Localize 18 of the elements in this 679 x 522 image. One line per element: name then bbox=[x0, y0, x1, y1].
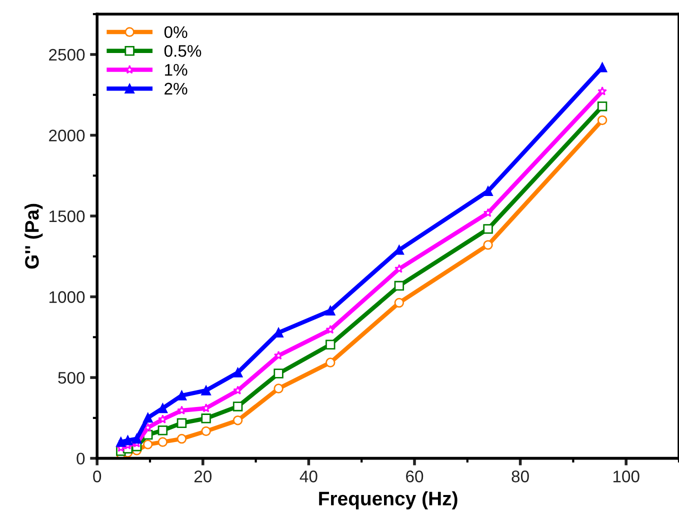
y-tick-label: 2000 bbox=[49, 130, 85, 142]
y-tick-label: 2500 bbox=[49, 48, 85, 61]
y-axis-title: G'' (Pa) bbox=[24, 204, 43, 269]
legend-label: 1% bbox=[165, 64, 188, 76]
x-tick-label: 0 bbox=[93, 470, 102, 482]
legend-label: 2% bbox=[164, 82, 188, 95]
x-tick-label: 100 bbox=[613, 470, 640, 482]
y-tick-label: 1500 bbox=[49, 210, 85, 222]
x-tick-label: 80 bbox=[512, 470, 529, 482]
legend-label: 0.5% bbox=[164, 45, 202, 57]
x-axis-title: Frequency (Hz) bbox=[319, 491, 458, 510]
y-tick-label: 0 bbox=[76, 452, 85, 465]
x-tick-label: 20 bbox=[194, 470, 212, 482]
x-tick-label: 40 bbox=[300, 470, 318, 482]
x-tick-label: 60 bbox=[406, 470, 424, 482]
legend-label: 0% bbox=[164, 26, 188, 38]
y-tick-label: 1000 bbox=[49, 291, 85, 303]
y-tick-label: 500 bbox=[58, 372, 85, 384]
